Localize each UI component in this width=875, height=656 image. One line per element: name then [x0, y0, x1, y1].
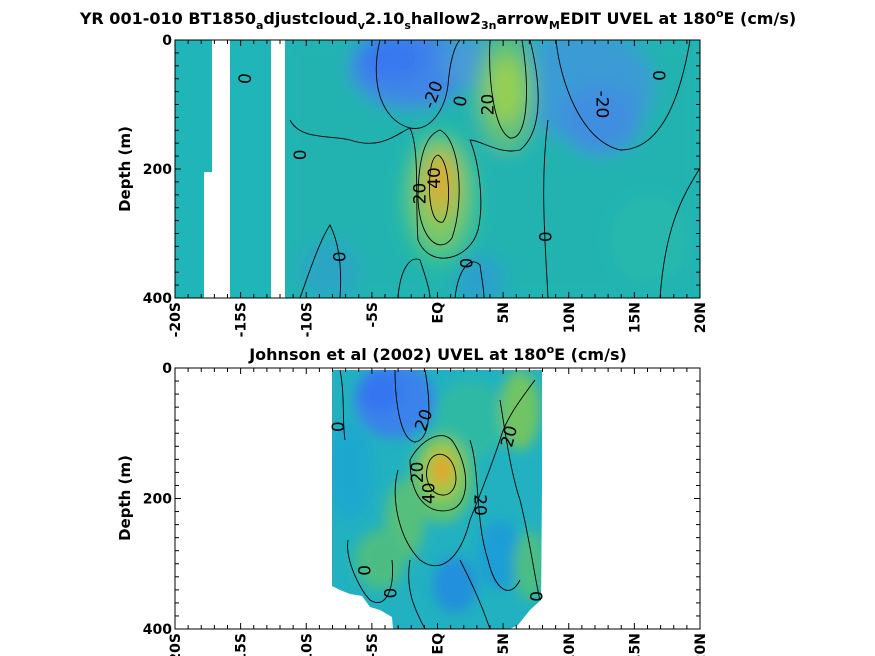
bottom-contour-label: 0 [355, 565, 375, 576]
bottom-x-tick-label: 10N [562, 633, 578, 656]
top-y-tick-labels: 0 200 400 [143, 33, 172, 307]
bottom-y-tick-label: 0 [162, 361, 172, 377]
bottom-title-sup: o [547, 343, 555, 356]
bottom-x-tick-label: -5S [365, 633, 381, 656]
top-x-tick-label: EQ [431, 302, 447, 324]
bottom-y-tick-labels: 0 200 400 [143, 361, 172, 638]
bottom-ticks [174, 367, 701, 630]
top-title-part-6: hallow2 [411, 9, 481, 28]
top-contour-label: 0 [536, 231, 556, 242]
top-x-tick-label: -5S [365, 302, 381, 328]
bottom-y-tick-label: 400 [143, 622, 172, 638]
top-contour-label: 0 [450, 94, 472, 108]
bottom-x-tick-label: -15S [234, 633, 250, 656]
top-title-part-4: 2.10 [365, 9, 404, 28]
top-title-sub-1: a [256, 19, 263, 32]
bottom-x-tick-label: -20S [168, 633, 184, 656]
top-title-text: YR 001-010 BT1850 [79, 9, 256, 28]
top-title-sup-11: o [716, 7, 724, 20]
top-title-sub-5: s [404, 19, 411, 32]
top-x-tick-label: 15N [627, 302, 643, 333]
top-title-part-2: djustcloud [263, 9, 357, 28]
top-x-tick-label: -10S [299, 302, 315, 337]
top-contour-label: 20 [410, 183, 430, 205]
bottom-title-end: E (cm/s) [554, 345, 627, 364]
bottom-contour-label: 0 [527, 591, 547, 602]
bottom-x-tick-label: 20N [693, 633, 709, 656]
top-title-part-10: EDIT UVEL at 180 [560, 9, 716, 28]
top-contour-label: 0 [291, 149, 311, 160]
bottom-x-tick-label: EQ [431, 633, 447, 655]
bottom-y-tick-label: 200 [143, 492, 172, 508]
top-x-tick-labels: -20S -15S -10S -5S EQ 5N 10N 15N 20N [168, 302, 709, 337]
bottom-contours [339, 370, 541, 629]
top-title-sub-3: v [358, 19, 366, 32]
top-panel: YR 001-010 BT1850adjustcloudv2.10shallow… [79, 7, 796, 337]
bottom-title-text: Johnson et al (2002) UVEL at 180 [248, 345, 546, 364]
bottom-contour-label: 40 [420, 482, 440, 504]
top-title-sub-9: M [549, 19, 560, 32]
top-contour-label: 0 [330, 251, 350, 262]
top-x-tick-label: 20N [693, 302, 709, 333]
top-title-part-8: arrow [496, 9, 549, 28]
bottom-contour-label: 0 [382, 588, 402, 599]
top-ticks [174, 39, 701, 299]
top-contour-label: 20 [479, 94, 499, 116]
top-contour-label: 40 [425, 167, 445, 189]
bottom-ylabel: Depth (m) [116, 455, 134, 541]
top-title: YR 001-010 BT1850adjustcloudv2.10shallow… [79, 7, 796, 32]
top-contour-label: 0 [235, 72, 256, 85]
top-field [175, 40, 700, 298]
top-x-tick-label: 10N [562, 302, 578, 333]
bottom-contour-label: 20 [408, 462, 428, 484]
bottom-contour-label: 0 [329, 421, 349, 432]
top-contours [289, 40, 700, 298]
bottom-contour-label: 20 [469, 494, 489, 516]
top-contour-label: -20 [592, 91, 612, 119]
top-contour-label: 0 [651, 70, 671, 81]
bottom-x-tick-labels: -20S -15S -10S -5S EQ 5N 10N 15N 20N [168, 633, 709, 656]
top-y-tick-label: 200 [143, 162, 172, 178]
top-x-tick-label: -15S [234, 302, 250, 337]
top-y-tick-label: 0 [162, 33, 172, 49]
top-title-sub-7: 3n [481, 19, 497, 32]
bottom-panel: Johnson et al (2002) UVEL at 180oE (cm/s… [116, 343, 709, 656]
bottom-x-tick-label: 15N [627, 633, 643, 656]
bottom-title: Johnson et al (2002) UVEL at 180oE (cm/s… [248, 343, 627, 364]
top-y-tick-label: 400 [143, 291, 172, 307]
bottom-x-tick-label: -10S [299, 633, 315, 656]
top-x-tick-label: 5N [496, 302, 512, 323]
top-title-part-12: E (cm/s) [724, 9, 797, 28]
bottom-field [332, 370, 542, 629]
top-ylabel: Depth (m) [116, 126, 134, 212]
top-contour-label: 0 [458, 258, 478, 269]
top-x-tick-label: -20S [168, 302, 184, 337]
bottom-x-tick-label: 5N [496, 633, 512, 654]
